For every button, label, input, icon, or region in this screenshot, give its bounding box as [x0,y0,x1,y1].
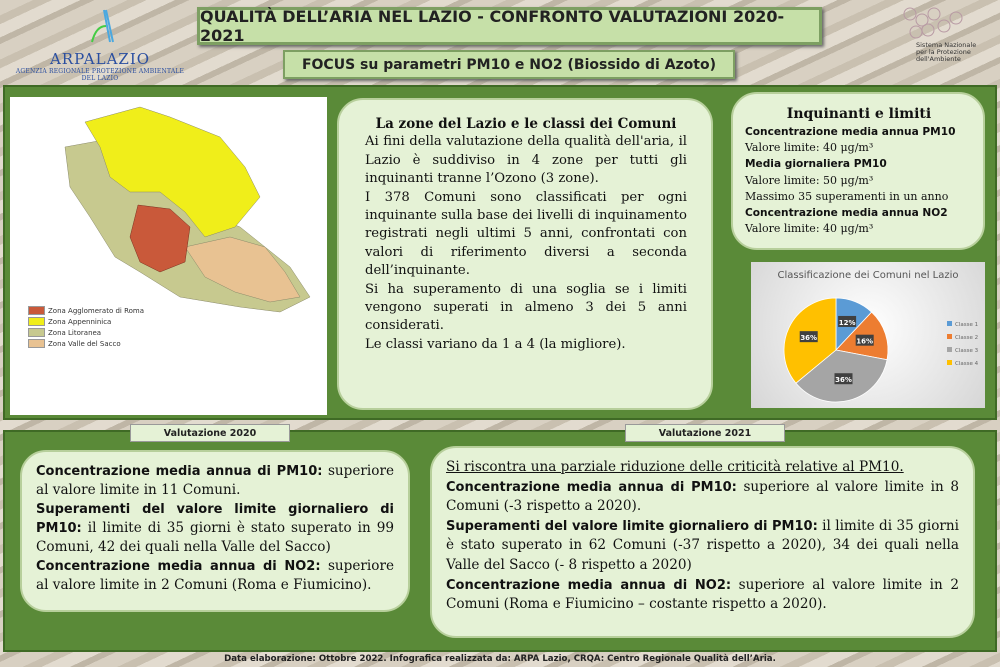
evaluation-item: Superamenti del valore limite giornalier… [36,500,394,557]
legend-label: Zona Agglomerato di Roma [48,306,145,315]
limit-heading: Concentrazione media annua PM10 [745,126,956,138]
data-label: 16% [856,338,873,346]
evaluation-2020-card: Concentrazione media annua di PM10: supe… [20,450,410,612]
evaluation-item: Concentrazione media annua di PM10: supe… [36,462,394,500]
evaluation-2021-card: Si riscontra una parziale riduzione dell… [430,446,975,638]
data-label: 36% [800,334,817,342]
legend-swatch [947,360,952,365]
data-label: 36% [835,376,852,384]
limit-value: Valore limite: 40 μg/m³ [745,222,874,236]
evaluation-item-heading: Concentrazione media annua di NO2: [36,559,321,574]
evaluation-item-heading: Concentrazione media annua di NO2: [446,577,732,593]
page-title: QUALITÀ DELL’ARIA NEL LAZIO - CONFRONTO … [197,7,822,45]
zones-map [64,106,311,313]
legend-item: Zona Valle del Sacco [28,338,144,349]
evaluation-item-text: superiore al valore limite in 8 Comuni (… [446,478,959,515]
snpa-line: per la Protezione [916,48,971,56]
legend-label: Classe 4 [955,361,979,367]
zone-appenninica [84,106,261,238]
data-label-bg [838,315,857,327]
tab-valutazione-2021: Valutazione 2021 [625,424,785,442]
evaluation-item-text: il limite di 35 giorni è stato superato … [446,517,959,573]
data-label-bg [799,331,818,343]
data-label: 12% [839,319,856,327]
limit-value: Massimo 35 superamenti in un anno [745,189,949,203]
limit-heading: Media giornaliera PM10 [745,158,887,171]
zones-paragraph: I 378 Comuni sono classificati per ogni … [365,189,687,279]
arpa-logo-icon [91,9,114,43]
limits-card: Inquinanti e limiti Concentrazione media… [731,92,985,250]
limit-value: Valore limite: 50 μg/m³ [745,173,874,187]
chart-title: Classificazione dei Comuni nel Lazio [777,270,959,281]
snpa-line: Sistema Nazionale [916,41,977,49]
pie-svg: 12% Classe 1 16% Classe 2 36% Classe 3 36% Clas… [783,297,979,403]
legend-label: Zona Valle del Sacco [48,339,121,348]
snpa-line: dell'Ambiente [916,55,961,63]
legend-label: Zona Appenninica [48,317,112,326]
lazio-map: Zona Agglomerato di Roma Zona Appenninic… [10,97,327,415]
map-legend: Zona Agglomerato di Roma Zona Appenninic… [28,305,144,349]
evaluation-item-heading: Concentrazione media annua di PM10: [446,479,737,495]
zones-title: La zone del Lazio e le classi dei Comuni [375,116,677,132]
legend-swatch [947,334,952,339]
legend-label: Classe 2 [955,335,978,341]
limits-title: Inquinanti e limiti [786,106,932,122]
legend-item: Zona Agglomerato di Roma [28,305,144,316]
legend-label: Zona Litoranea [48,328,102,337]
zone-valle-sacco [184,236,301,303]
evaluation-item-text: il limite di 35 giorni è stato superato … [36,520,394,555]
limit-heading: Concentrazione media annua NO2 [745,207,948,220]
data-label-bg [855,334,874,346]
logo-name: ARPALAZIO [49,50,151,68]
legend-swatch [947,321,952,326]
zones-card: La zone del Lazio e le classi dei Comuni… [337,98,713,410]
limit-value: Valore limite: 40 μg/m³ [745,141,874,155]
evaluation-item: Superamenti del valore limite giornalier… [446,517,959,576]
zones-paragraph: Ai fini della valutazione della qualità … [365,134,687,187]
footer-credits: Data elaborazione: Ottobre 2022. Infogra… [224,654,776,664]
legend-label: Classe 3 [955,348,979,354]
zone-roma [129,204,191,273]
pie-chart: Classificazione dei Comuni nel Lazio 12%… [751,262,985,408]
evaluation-item: Concentrazione media annua di NO2: super… [446,576,959,615]
evaluation-2021-intro: Si riscontra una parziale riduzione dell… [446,459,904,475]
evaluation-item-heading: Superamenti del valore limite giornalier… [36,502,394,536]
arpalazio-logo: ARPALAZIO AGENZIA REGIONALE PROTEZIONE A… [10,8,190,82]
legend-item: Zona Litoranea [28,327,144,338]
legend-swatch [947,347,952,352]
legend-item: Zona Appenninica [28,316,144,327]
page-subtitle: FOCUS su parametri PM10 e NO2 (Biossido … [283,50,735,79]
zones-paragraph: Le classi variano da 1 a 4 (la migliore)… [365,336,626,352]
evaluation-item-text: superiore al valore limite in 2 Comuni (… [446,576,959,613]
evaluation-item: Concentrazione media annua di NO2: super… [36,557,394,595]
evaluation-item-heading: Concentrazione media annua di PM10: [36,464,323,479]
evaluation-item: Concentrazione media annua di PM10: supe… [446,478,959,517]
snpa-logo: Sistema Nazionale per la Protezione dell'A… [898,4,998,66]
tab-valutazione-2020: Valutazione 2020 [130,424,290,442]
zones-paragraph: Si ha superamento di una soglia se i lim… [365,281,687,334]
evaluation-item-text: superiore al valore limite in 2 Comuni (… [36,558,394,593]
data-label-bg [834,373,853,385]
evaluation-item-text: superiore al valore limite in 11 Comuni. [36,463,394,498]
legend-label: Classe 1 [955,322,978,328]
logo-subtitle: AGENZIA REGIONALE PROTEZIONE AMBIENTALE … [15,68,185,82]
hexagons-icon [903,7,963,39]
evaluation-item-heading: Superamenti del valore limite giornalier… [446,518,818,534]
